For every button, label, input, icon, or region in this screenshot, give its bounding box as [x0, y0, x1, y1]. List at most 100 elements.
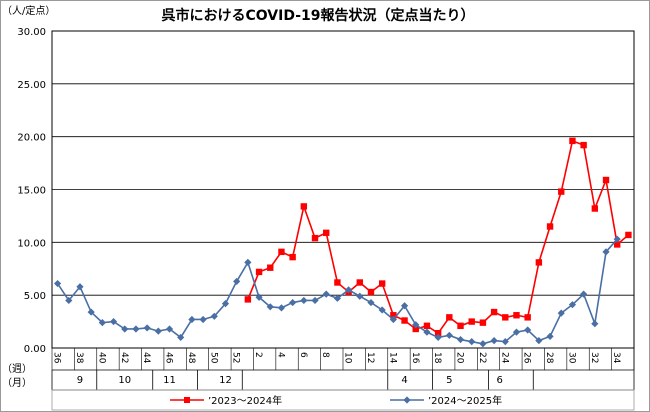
data-point-diamond: [277, 304, 286, 312]
week-axis-label: （週）: [2, 363, 32, 375]
week-tick-label: 36: [52, 352, 62, 364]
data-point-square: [602, 176, 610, 184]
data-point-square: [367, 288, 375, 296]
week-tick-label: 12: [365, 352, 375, 363]
data-point-diamond: [289, 298, 297, 307]
data-point-diamond: [132, 325, 140, 333]
data-point-diamond: [445, 331, 453, 339]
data-point-square: [457, 322, 464, 330]
y-tick-label: 10.00: [17, 238, 46, 249]
data-point-diamond: [378, 306, 386, 314]
week-tick-label: 24: [499, 352, 509, 364]
data-point-diamond: [98, 319, 106, 327]
data-point-diamond: [479, 340, 487, 348]
data-point-diamond: [244, 258, 252, 267]
data-point-diamond: [154, 327, 162, 335]
week-tick-label: 48: [186, 352, 196, 364]
y-tick-label: 5.00: [24, 291, 46, 302]
week-tick-label: 34: [611, 352, 621, 364]
month-tick-label: 5: [446, 375, 452, 386]
data-point-diamond: [233, 277, 241, 286]
data-point-diamond: [456, 335, 465, 344]
legend: ’2023～2024年 ’2024～2025年: [51, 389, 635, 411]
week-tick-label: 10: [343, 352, 353, 364]
month-tick-label: 10: [118, 375, 131, 386]
data-point-diamond: [266, 303, 274, 311]
data-point-square: [513, 312, 520, 319]
data-point-diamond: [501, 338, 509, 346]
data-point-square: [434, 330, 442, 337]
data-point-square: [255, 268, 263, 276]
week-tick-label: 16: [410, 352, 420, 364]
data-point-diamond: [512, 328, 521, 336]
data-point-square: [546, 223, 554, 230]
data-point-square: [558, 188, 565, 195]
data-point-square: [423, 322, 431, 330]
y-unit-label: （人/定点）: [2, 4, 55, 17]
month-tick-label: 12: [219, 375, 232, 386]
week-tick-label: 6: [298, 352, 308, 358]
week-tick-label: 52: [231, 352, 241, 363]
legend-marker-diamond: [403, 396, 411, 404]
data-point-diamond: [121, 325, 129, 333]
month-tick-label: 9: [77, 375, 83, 386]
data-point-diamond: [490, 337, 498, 345]
data-point-square: [490, 308, 498, 316]
data-point-square: [278, 248, 285, 256]
week-tick-label: 28: [544, 352, 554, 364]
data-point-diamond: [300, 296, 308, 305]
week-tick-label: 38: [74, 352, 84, 364]
week-tick-label: 2: [253, 352, 263, 358]
week-tick-label: 22: [477, 352, 487, 363]
data-point-square: [323, 229, 330, 237]
data-point-square: [468, 318, 475, 325]
data-point-diamond: [546, 332, 554, 340]
data-point-square: [378, 280, 386, 287]
data-point-diamond: [165, 325, 174, 333]
week-tick-label: 4: [275, 352, 285, 358]
y-tick-label: 0.00: [24, 344, 46, 355]
data-point-square: [524, 314, 531, 321]
x-axis: 36 38 40 42 44 46 48 50 52 2 4 6 8 10 12 14 16 18 20 22 24 26…: [52, 347, 635, 391]
legend-label: ’2024～2025年: [428, 394, 502, 407]
month-tick-label: 4: [401, 375, 407, 386]
data-point-square: [502, 314, 509, 321]
series: [53, 137, 632, 348]
data-point-diamond: [389, 315, 397, 324]
week-tick-label: 14: [387, 352, 397, 364]
data-point-diamond: [613, 235, 621, 243]
week-tick-label: 32: [589, 352, 599, 363]
data-point-diamond: [109, 317, 118, 326]
data-point-square: [591, 205, 599, 212]
data-point-diamond: [210, 312, 218, 320]
y-tick-label: 25.00: [17, 80, 46, 91]
y-tick-label: 20.00: [17, 133, 46, 144]
data-point-square: [614, 241, 621, 248]
data-point-square: [569, 137, 576, 145]
series-blue: [53, 235, 621, 348]
data-point-square: [535, 259, 543, 266]
legend-marker-square: [184, 397, 190, 403]
week-tick-label: 18: [432, 352, 442, 364]
data-point-diamond: [535, 337, 543, 345]
data-point-diamond: [367, 298, 375, 307]
y-axis: 30.00 25.00 20.00 15.00 10.00 5.00 0.00: [17, 27, 46, 355]
data-point-diamond: [322, 290, 330, 298]
data-point-square: [446, 314, 453, 321]
data-point-square: [334, 279, 341, 286]
data-point-diamond: [188, 315, 196, 324]
data-point-square: [300, 203, 308, 210]
data-point-diamond: [580, 290, 588, 298]
y-tick-label: 15.00: [17, 186, 46, 197]
data-point-square: [401, 317, 408, 324]
gridlines: [51, 30, 635, 349]
week-tick-label: 26: [522, 352, 532, 364]
y-tick-label: 30.00: [17, 27, 46, 38]
data-point-diamond: [423, 328, 431, 336]
data-point-diamond: [87, 308, 95, 316]
data-point-diamond: [344, 286, 353, 294]
data-point-square: [289, 253, 296, 261]
month-tick-label: 6: [497, 375, 503, 386]
week-tick-label: 20: [455, 352, 465, 364]
